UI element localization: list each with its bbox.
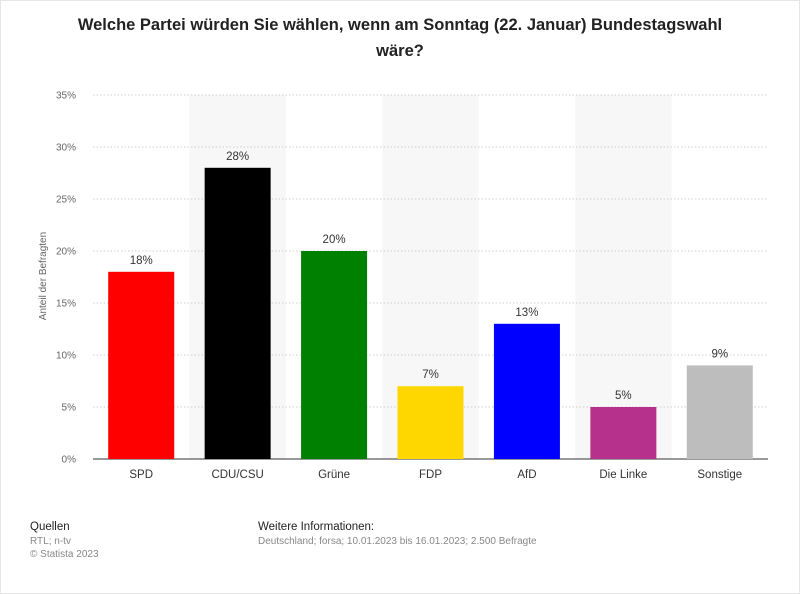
x-axis-ticks: SPD CDU/CSU Grüne FDP AfD Die Linke Sonstige [129,469,742,481]
value-labels: 18% 28% 20% 7% 13% 5% 9% [130,151,728,402]
bar [301,251,368,459]
info-block: Weitere Informationen: Deutschland; fors… [258,521,537,548]
value-label: 13% [515,307,538,319]
x-tick-label: FDP [419,469,442,481]
y-tick-label: 30% [56,143,76,154]
bars [108,167,753,460]
chart-title: Welche Partei würden Sie wählen, wenn am… [77,16,723,60]
x-tick-label: Sonstige [697,469,742,481]
column-band [575,95,672,459]
bar [204,167,271,460]
value-label: 5% [615,390,632,402]
x-tick-label: AfD [517,469,536,481]
x-tick-label: CDU/CSU [211,469,263,481]
x-tick-label: Die Linke [599,469,647,481]
info-line: Deutschland; forsa; 10.01.2023 bis 16.01… [258,536,537,547]
y-axis-ticks: 0% 5% 10% 15% 20% 25% 30% 35% [56,91,76,466]
y-tick-label: 35% [56,91,76,102]
y-tick-label: 0% [62,455,77,466]
sources-title: Quellen [30,521,70,533]
y-axis-label: Anteil der Befragten [38,232,49,320]
x-tick-label: Grüne [318,469,350,481]
value-label: 20% [323,234,346,246]
bar [397,386,464,459]
value-label: 28% [226,151,249,163]
bar [590,407,657,459]
x-tick-label: SPD [129,469,153,481]
sources-line[interactable]: RTL; n-tv [30,536,71,547]
y-tick-label: 5% [62,403,77,414]
info-title: Weitere Informationen: [258,521,375,533]
bar [108,271,175,459]
y-tick-label: 20% [56,247,76,258]
value-label: 9% [711,348,728,360]
value-label: 18% [130,255,153,267]
y-tick-label: 15% [56,299,76,310]
copyright: © Statista 2023 [30,549,99,560]
bar [686,365,753,459]
sources-block: Quellen RTL; n-tv © Statista 2023 [30,521,99,561]
y-tick-label: 25% [56,195,76,206]
bar [493,323,560,459]
y-tick-label: 10% [56,351,76,362]
value-label: 7% [422,369,439,381]
